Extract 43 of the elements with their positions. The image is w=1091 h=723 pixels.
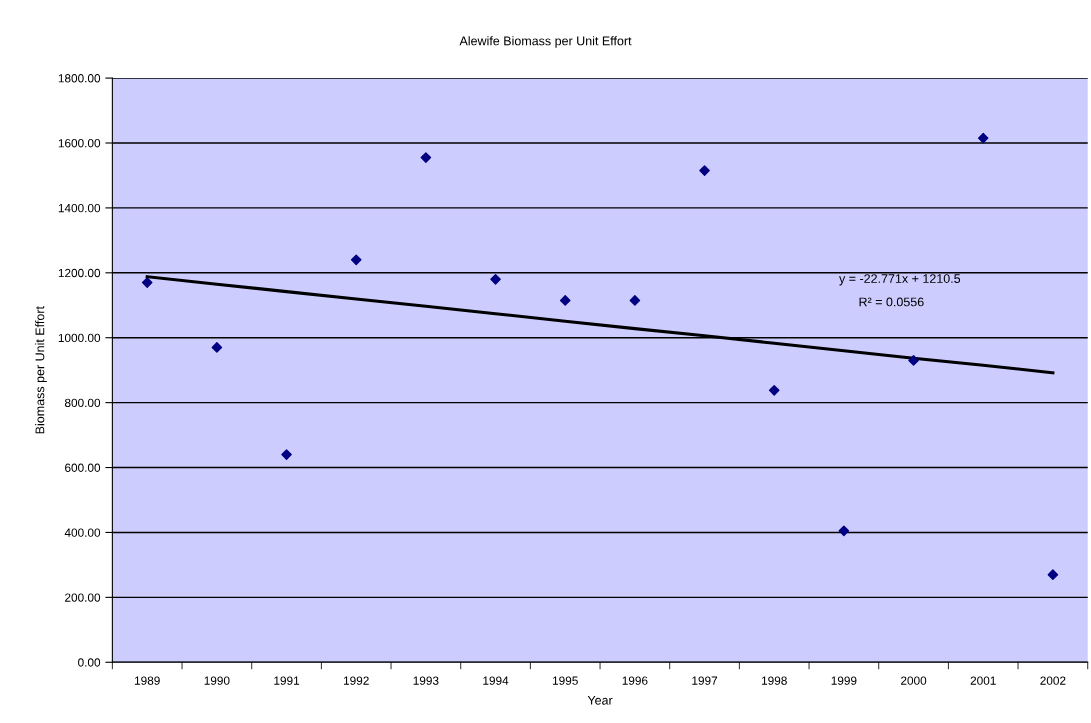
point [629,295,641,306]
y-tick-label: 1800.00 [58,74,101,83]
x-tick-label: 2001 [970,676,996,685]
x-tick-label: 1994 [483,676,509,685]
x-tick-label: 1990 [204,676,230,685]
x-tick-label: 1999 [831,676,857,685]
x-tick-label: 1995 [552,676,578,685]
x-tick-label: 1997 [692,676,718,685]
x-tick-label: 1991 [274,676,300,685]
point [559,295,571,306]
point [420,152,432,163]
point [977,132,989,144]
x-tick-label: 1993 [413,676,439,685]
x-tick-label: 1998 [761,676,787,685]
point [211,342,223,353]
x-tick-label: 2002 [1040,676,1066,685]
annotation: R² = 0.0556 [859,297,924,307]
y-tick-label: 1200.00 [58,268,101,278]
y-axis-title: Biomass per Unit Effort [35,306,47,434]
y-tick-label: 1400.00 [58,203,101,213]
point [141,277,153,288]
x-axis-title: Year [587,695,613,705]
point [699,165,710,176]
y-tick-label: 1600.00 [58,139,101,148]
y-tick-label: 800.00 [64,398,101,408]
x-tick-label: 1992 [343,676,369,685]
x-tick-label: 2000 [901,676,927,685]
chart-title: Alewife Biomass per Unit Effort [459,36,632,48]
y-tick-label: 400.00 [64,528,101,537]
x-tick-label: 1989 [134,676,160,685]
point [350,254,362,266]
point [281,449,292,460]
point [1047,569,1059,580]
y-tick-label: 0.00 [78,658,101,667]
y-tick-label: 600.00 [65,463,101,472]
x-tick-label: 1996 [622,676,648,685]
point [490,274,501,285]
y-tick-label: 200.00 [65,593,101,602]
point [908,355,919,366]
point [768,384,780,396]
annotation: y = -22.771x + 1210.5 [839,274,961,286]
y-tick-label: 1000.00 [58,333,101,343]
point [838,525,850,537]
